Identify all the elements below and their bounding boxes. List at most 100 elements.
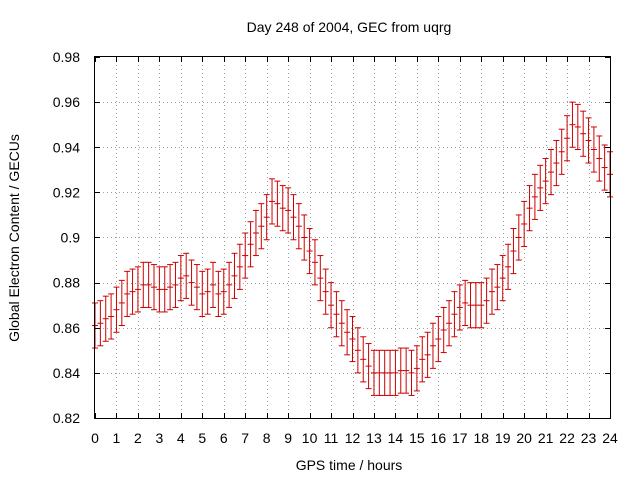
data-point xyxy=(424,331,431,378)
data-point xyxy=(478,282,485,329)
data-point xyxy=(456,284,463,331)
x-tick-label: 11 xyxy=(324,430,339,446)
data-point xyxy=(236,243,243,290)
data-point xyxy=(521,200,528,248)
data-point xyxy=(167,264,174,311)
y-tick-label: 0.94 xyxy=(53,139,80,155)
x-tick-label: 10 xyxy=(302,430,318,446)
data-point xyxy=(349,315,356,363)
data-point xyxy=(354,327,361,374)
data-point xyxy=(451,291,458,338)
y-axis-label: Global Electron Content / GECUs xyxy=(6,134,22,342)
x-tick-label: 19 xyxy=(495,430,511,446)
data-point xyxy=(531,173,538,220)
data-point xyxy=(177,255,184,302)
x-axis-tick-labels: 0 1 2 3 4 5 6 7 8 9 10 11 12 13 14 15 16 17 18 19 20 21 22 23 24 xyxy=(91,430,618,446)
y-tick-label: 0.96 xyxy=(53,94,80,110)
data-point xyxy=(483,277,490,324)
data-point xyxy=(113,286,120,333)
data-point xyxy=(161,266,168,313)
data-point xyxy=(311,239,318,286)
data-point xyxy=(494,264,501,311)
data-point xyxy=(295,203,302,250)
data-point xyxy=(387,349,394,396)
x-tick-label: 0 xyxy=(91,430,99,446)
x-axis-label: GPS time / hours xyxy=(296,457,403,473)
data-point xyxy=(580,110,587,157)
data-point xyxy=(226,261,233,308)
data-point xyxy=(285,187,292,234)
data-point xyxy=(317,255,324,302)
data-point xyxy=(231,252,238,299)
data-point xyxy=(376,349,383,396)
data-point xyxy=(204,268,211,315)
data-point xyxy=(381,349,388,396)
data-point xyxy=(435,315,442,363)
x-tick-label: 24 xyxy=(602,430,618,446)
data-point xyxy=(151,264,158,311)
y-tick-label: 0.88 xyxy=(53,275,80,291)
data-point xyxy=(188,259,195,306)
data-point xyxy=(526,185,533,232)
data-point xyxy=(564,115,571,162)
data-point xyxy=(558,128,565,175)
x-tick-label: 22 xyxy=(559,430,575,446)
data-point xyxy=(419,336,426,383)
data-point xyxy=(199,270,206,317)
data-point xyxy=(467,282,474,329)
data-point xyxy=(344,309,351,356)
data-point xyxy=(472,282,479,329)
data-point xyxy=(183,252,190,299)
data-point xyxy=(145,261,152,308)
data-point xyxy=(301,214,308,261)
x-tick-label: 5 xyxy=(198,430,206,446)
data-point xyxy=(408,349,415,396)
data-point xyxy=(505,243,512,290)
y-tick-label: 0.98 xyxy=(53,49,80,65)
x-tick-label: 16 xyxy=(431,430,447,446)
data-point xyxy=(542,158,549,205)
data-point xyxy=(247,221,254,268)
data-point xyxy=(537,164,544,211)
data-point xyxy=(360,336,367,383)
x-tick-label: 12 xyxy=(345,430,361,446)
data-point xyxy=(392,349,399,396)
data-point xyxy=(102,295,109,342)
data-point xyxy=(333,291,340,338)
data-point xyxy=(601,144,608,191)
data-point xyxy=(446,300,453,347)
x-tick-label: 4 xyxy=(177,430,185,446)
data-point xyxy=(322,268,329,315)
data-point xyxy=(129,268,136,315)
x-tick-label: 17 xyxy=(452,430,468,446)
data-point xyxy=(258,203,265,250)
data-point xyxy=(124,270,131,317)
data-point xyxy=(413,345,420,392)
y-tick-label: 0.92 xyxy=(53,184,80,200)
data-point xyxy=(306,227,313,275)
data-point xyxy=(440,306,447,354)
data-point xyxy=(574,103,581,151)
y-tick-label: 0.86 xyxy=(53,320,80,336)
data-point xyxy=(515,214,522,261)
data-point xyxy=(328,282,335,329)
data-point xyxy=(210,261,217,308)
data-point xyxy=(220,268,227,315)
y-tick-label: 0.9 xyxy=(61,230,81,246)
x-tick-label: 20 xyxy=(516,430,532,446)
data-point xyxy=(140,261,147,308)
x-tick-label: 13 xyxy=(366,430,382,446)
data-point xyxy=(274,180,281,227)
data-point xyxy=(215,270,222,317)
plot-area xyxy=(94,56,611,419)
data-point xyxy=(172,261,179,308)
data-point xyxy=(263,194,270,241)
chart-title: Day 248 of 2004, GEC from uqrg xyxy=(247,19,452,35)
y-axis-tick-labels: 0.82 0.84 0.86 0.88 0.9 0.92 0.94 0.96 0.98 xyxy=(53,49,80,426)
data-point xyxy=(553,139,560,187)
x-tick-label: 1 xyxy=(113,430,121,446)
data-point xyxy=(108,293,115,340)
data-point xyxy=(269,178,276,225)
